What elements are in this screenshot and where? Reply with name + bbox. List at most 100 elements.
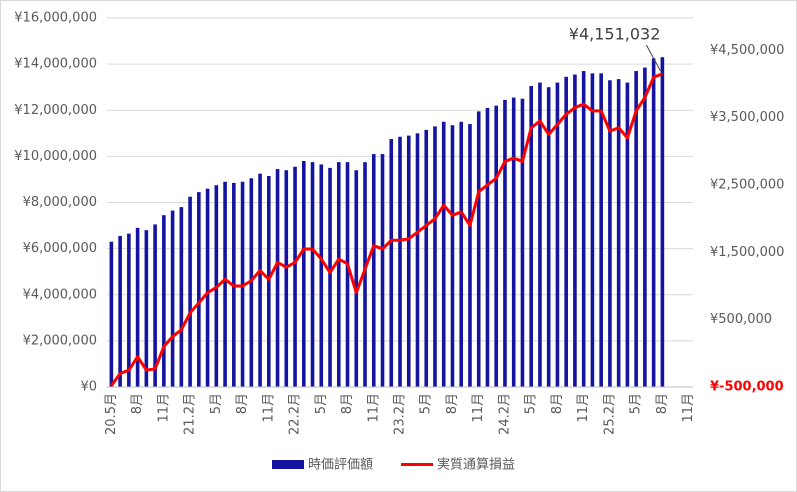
x-tick-label: 8月 <box>130 393 145 414</box>
y2-tick-label: ¥500,000 <box>710 312 772 327</box>
bar <box>336 162 341 387</box>
x-tick-label: 5月 <box>629 393 644 414</box>
bar <box>162 215 166 387</box>
bar <box>258 173 262 387</box>
bar <box>363 162 367 387</box>
bar <box>188 196 192 387</box>
bar <box>284 170 289 387</box>
bar <box>293 166 297 387</box>
bar <box>520 98 525 387</box>
bar <box>546 87 551 387</box>
bar <box>127 233 131 387</box>
x-tick-label: 5月 <box>209 393 224 414</box>
bar <box>450 125 455 387</box>
bar <box>345 162 350 387</box>
x-tick-label: 8月 <box>445 393 460 414</box>
bar <box>205 188 210 387</box>
y-tick-label: ¥0 <box>80 380 97 395</box>
bar <box>581 71 586 387</box>
y2-tick-label: ¥3,500,000 <box>710 110 784 125</box>
x-tick-label: 8月 <box>655 393 670 414</box>
legend-label: 実質通算損益 <box>437 457 515 473</box>
bar <box>459 121 464 387</box>
bar <box>643 67 647 387</box>
legend-swatch <box>272 460 304 469</box>
y-tick-label: ¥4,000,000 <box>23 287 97 302</box>
x-tick-label: 5月 <box>314 393 329 414</box>
x-tick-label: 8月 <box>550 393 565 414</box>
x-tick-label: 11月 <box>366 393 381 423</box>
bar <box>197 192 201 387</box>
bar <box>660 57 665 388</box>
bar <box>590 73 595 387</box>
bar <box>511 97 516 388</box>
bar <box>144 230 149 387</box>
x-tick-label: 22.2月 <box>288 393 303 435</box>
bar <box>555 82 560 387</box>
bar <box>573 74 577 388</box>
bar <box>398 136 402 387</box>
bar <box>223 181 227 387</box>
y2-tick-label: ¥-500,000 <box>710 380 784 395</box>
bar <box>249 178 254 387</box>
bar <box>564 76 568 387</box>
bar <box>170 210 175 387</box>
bar <box>616 79 621 387</box>
bar <box>267 175 271 387</box>
x-tick-label: 11月 <box>681 393 696 423</box>
bar <box>389 139 394 387</box>
bar <box>380 154 385 387</box>
y2-tick-label: ¥2,500,000 <box>710 177 784 192</box>
y-tick-label: ¥14,000,000 <box>14 57 97 72</box>
x-tick-label: 20.5月 <box>104 393 119 435</box>
y-tick-label: ¥8,000,000 <box>23 195 97 210</box>
bar <box>441 121 446 387</box>
bar <box>153 224 157 387</box>
line <box>110 72 663 387</box>
bar <box>354 170 359 387</box>
bar <box>406 135 411 387</box>
bar <box>424 129 429 387</box>
x-tick-label: 8月 <box>235 393 250 414</box>
legend-label: 時価評価額 <box>308 458 373 473</box>
x-tick-label: 24.2月 <box>497 393 512 435</box>
bar <box>109 241 114 387</box>
bar <box>433 126 437 388</box>
x-tick-label: 5月 <box>524 393 539 414</box>
bar <box>328 167 332 387</box>
bar <box>468 124 472 388</box>
bar <box>634 71 638 387</box>
y-tick-label: ¥16,000,000 <box>14 11 97 26</box>
bar <box>608 80 612 388</box>
x-tick-label: 11月 <box>261 393 276 423</box>
bar <box>625 82 630 387</box>
bar <box>415 133 420 387</box>
bar <box>371 154 376 387</box>
y-tick-label: ¥2,000,000 <box>23 333 97 348</box>
y2-tick-label: ¥4,500,000 <box>710 43 784 58</box>
bar <box>538 82 542 387</box>
bar <box>275 169 280 387</box>
bar <box>301 160 306 387</box>
bar <box>310 162 315 387</box>
x-tick-label: 8月 <box>340 393 355 414</box>
x-tick-label: 21.2月 <box>183 393 198 435</box>
bar <box>651 58 656 387</box>
bar <box>503 99 507 387</box>
y-tick-label: ¥10,000,000 <box>14 149 97 164</box>
bar <box>494 105 499 387</box>
bar <box>476 111 481 387</box>
x-tick-label: 5月 <box>419 393 434 414</box>
bar <box>485 107 490 387</box>
bar <box>179 207 184 387</box>
x-tick-label: 23.2月 <box>393 393 408 435</box>
bar <box>319 164 324 387</box>
x-tick-label: 11月 <box>576 393 591 423</box>
bar <box>118 235 122 387</box>
y2-tick-label: ¥1,500,000 <box>710 245 784 260</box>
bar <box>135 227 140 387</box>
y-tick-label: ¥6,000,000 <box>23 241 97 256</box>
bar <box>529 86 533 388</box>
x-tick-label: 11月 <box>156 393 171 423</box>
